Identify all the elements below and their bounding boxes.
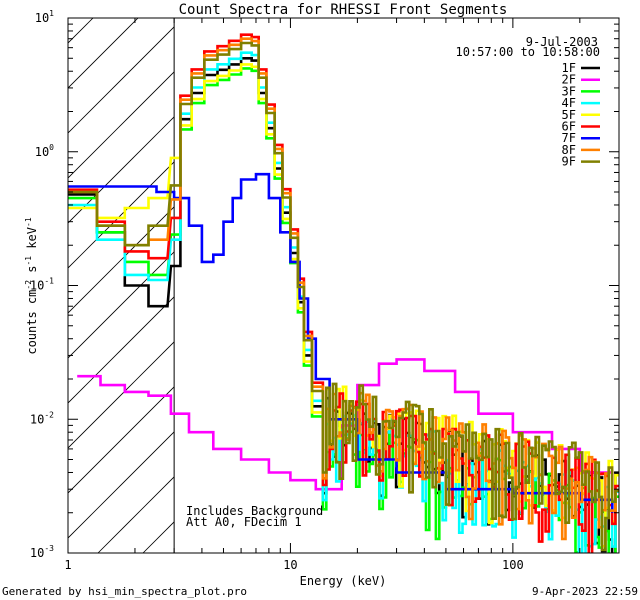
legend-label-8F: 8F xyxy=(562,143,576,157)
hatch-line xyxy=(0,0,113,553)
hatch-line xyxy=(68,18,94,44)
series-line-2F xyxy=(77,358,614,494)
legend-label-6F: 6F xyxy=(562,120,576,134)
legend-label-5F: 5F xyxy=(562,108,576,122)
hatch-line xyxy=(68,18,139,89)
background-note: Includes Background xyxy=(186,504,323,518)
x-tick-label: 100 xyxy=(502,558,524,572)
x-tick-label: 1 xyxy=(64,558,71,572)
x-axis-label: Energy (keV) xyxy=(300,574,387,588)
generated-by-footer: Generated by hsi_min_spectra_plot.pro xyxy=(2,585,247,598)
y-tick-label: 10-3 xyxy=(30,544,54,560)
y-tick-label: 10-1 xyxy=(30,277,54,293)
timestamp-footer: 9-Apr-2023 22:59 xyxy=(532,585,638,598)
attenuator-note: Att A0, FDecim 1 xyxy=(186,515,302,529)
hatch-line xyxy=(68,161,175,269)
chart-title: Count Spectra for RHESSI Front Segments xyxy=(179,2,508,18)
legend-label-2F: 2F xyxy=(562,73,576,87)
x-tick-label: 10 xyxy=(283,558,297,572)
y-tick-label: 100 xyxy=(35,143,54,159)
series-layer xyxy=(68,33,619,553)
hatched-region xyxy=(0,0,175,553)
hatch-line xyxy=(68,431,175,539)
hatch-line xyxy=(68,386,175,494)
y-axis-label: counts cm-2 s-1 keV-1 xyxy=(24,217,39,354)
y-tick-label: 10-2 xyxy=(30,410,54,426)
date-annotation: 9-Jul-2003 xyxy=(526,35,598,49)
series-line-9F xyxy=(68,41,619,552)
legend-label-3F: 3F xyxy=(562,84,576,98)
hatch-line xyxy=(68,206,175,314)
time-range-annotation: 10:57:00 to 10:58:00 xyxy=(456,45,601,59)
y-tick-label: 101 xyxy=(35,9,54,25)
legend-label-1F: 1F xyxy=(562,61,576,75)
axis-ticks: 1 10 100 10-3 10-2 10-1 100 101 xyxy=(30,9,620,572)
hatch-line xyxy=(68,26,175,134)
legend-label-7F: 7F xyxy=(562,131,576,145)
legend-label-4F: 4F xyxy=(562,96,576,110)
hatch-line xyxy=(68,251,175,359)
legend-label-9F: 9F xyxy=(562,155,576,169)
